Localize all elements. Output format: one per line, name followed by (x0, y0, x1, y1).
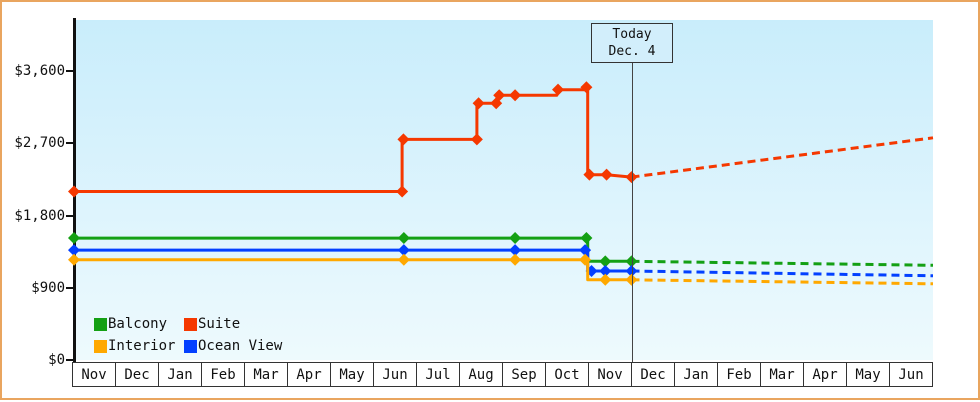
today-vertical-line (632, 61, 633, 362)
month-cell: Feb (718, 363, 761, 386)
legend-label: Interior (108, 338, 176, 354)
y-tick-mark (66, 214, 73, 217)
today-label: Today (612, 27, 652, 42)
legend-item-interior: Interior (94, 335, 184, 357)
legend-item-suite: Suite (184, 313, 282, 335)
y-axis-line (73, 18, 76, 362)
y-tick-mark (66, 70, 73, 73)
y-tick-label: $2,700 (14, 135, 65, 152)
y-tick-mark (66, 359, 73, 361)
legend-swatch (184, 317, 197, 331)
legend-item-ocean-view: Ocean View (184, 335, 282, 357)
y-tick-label: $900 (31, 279, 65, 296)
x-axis-month-row: Nov Dec Jan Feb Mar Apr May Jun Jul Aug Sep Oct Nov D… (72, 362, 933, 387)
legend: Balcony Suite Interior Ocean View (94, 313, 282, 357)
month-cell: Feb (202, 363, 245, 386)
month-cell: Mar (245, 363, 288, 386)
month-cell: Dec (632, 363, 675, 386)
legend-swatch (94, 339, 107, 353)
y-tick-label: $1,800 (14, 207, 65, 224)
month-cell: Sep (503, 363, 546, 386)
month-cell: Mar (761, 363, 804, 386)
y-tick-mark (66, 286, 73, 289)
plot-area (74, 20, 933, 360)
month-cell: Apr (288, 363, 331, 386)
legend-swatch (94, 317, 107, 331)
y-tick-mark (66, 142, 73, 145)
today-date: Dec. 4 (608, 44, 656, 59)
month-cell: May (331, 363, 374, 386)
month-cell: Dec (116, 363, 159, 386)
month-cell: Oct (546, 363, 589, 386)
y-tick-label: $0 (48, 352, 65, 368)
month-cell: Jan (675, 363, 718, 386)
month-cell: Jan (159, 363, 202, 386)
month-cell: May (847, 363, 890, 386)
month-cell: Jun (374, 363, 417, 386)
month-cell: Jul (417, 363, 460, 386)
month-cell: Nov (589, 363, 632, 386)
legend-label: Suite (198, 316, 241, 332)
month-cell: Aug (460, 363, 503, 386)
legend-label: Balcony (108, 316, 168, 332)
legend-swatch (184, 339, 197, 353)
legend-label: Ocean View (198, 338, 283, 354)
month-cell: Jun (898, 366, 924, 383)
month-cell: Nov (73, 363, 116, 386)
legend-item-balcony: Balcony (94, 313, 184, 335)
y-tick-label: $3,600 (14, 63, 65, 80)
today-marker-box: Today Dec. 4 (591, 23, 673, 63)
month-cell: Apr (804, 363, 847, 386)
